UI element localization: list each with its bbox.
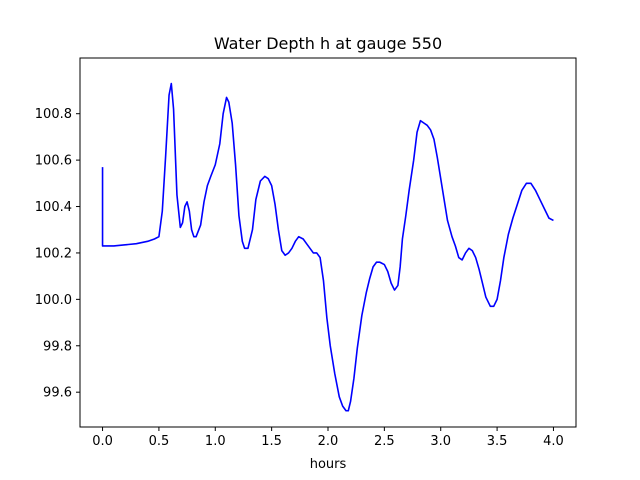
x-tick-label: 3.0 [430, 434, 451, 449]
y-tick-label: 100.2 [35, 246, 72, 261]
x-axis-label: hours [310, 457, 347, 472]
x-tick-label: 1.5 [261, 434, 282, 449]
chart-title: Water Depth h at gauge 550 [214, 34, 442, 53]
x-tick-label: 2.5 [374, 434, 395, 449]
y-tick-label: 100.0 [35, 293, 72, 308]
x-tick-label: 0.0 [92, 434, 113, 449]
x-tick-label: 2.0 [318, 434, 339, 449]
y-tick-label: 99.8 [43, 339, 72, 354]
y-tick-label: 100.4 [35, 200, 72, 215]
x-tick-label: 3.5 [487, 434, 508, 449]
x-tick-label: 0.5 [149, 434, 170, 449]
y-ticks: 99.6 99.8 100.0 100.2 100.4 100.6 100.8 [35, 107, 80, 401]
plot-layer [101, 82, 554, 412]
y-tick-label: 99.6 [43, 386, 72, 401]
x-ticks: 0.0 0.5 1.0 1.5 2.0 2.5 3.0 3.5 4.0 [92, 427, 564, 449]
x-tick-label: 4.0 [543, 434, 564, 449]
y-tick-label: 100.6 [35, 154, 72, 169]
y-tick-label: 100.8 [35, 107, 72, 122]
x-tick-label: 1.0 [205, 434, 226, 449]
series-line-0 [101, 82, 554, 412]
